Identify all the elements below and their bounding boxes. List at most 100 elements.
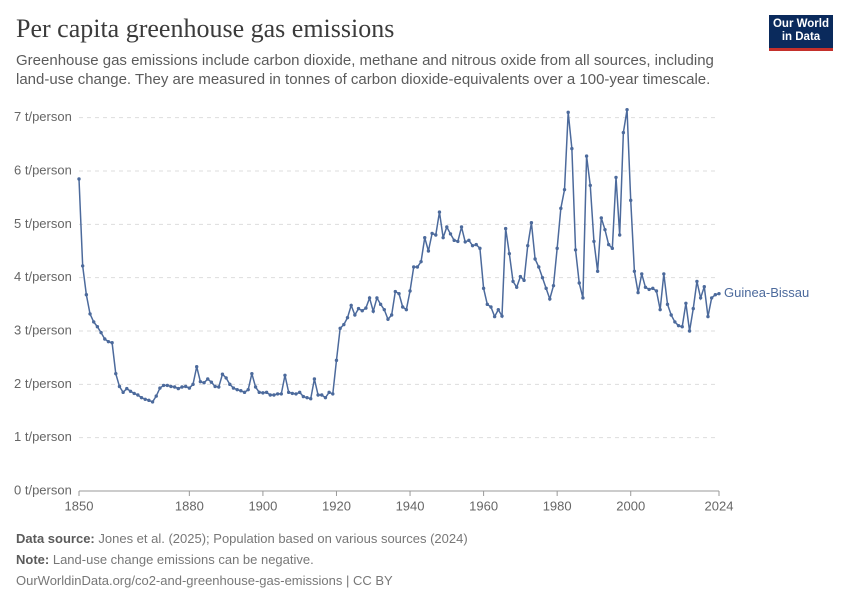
data-point	[389, 313, 394, 317]
data-point	[636, 290, 640, 295]
data-point	[312, 377, 317, 381]
data-point	[301, 394, 306, 399]
data-point	[470, 243, 475, 248]
x-tick-label: 1960	[469, 498, 498, 513]
data-point	[632, 269, 637, 273]
data-point	[511, 279, 515, 284]
y-tick-label: 5 t/person	[14, 216, 72, 231]
data-point	[713, 293, 718, 297]
data-point	[106, 339, 111, 344]
data-point	[419, 259, 423, 264]
data-point	[467, 238, 471, 243]
data-point	[640, 272, 644, 276]
data-point	[176, 386, 181, 391]
data-point	[423, 235, 427, 240]
data-point	[489, 305, 493, 309]
data-point	[533, 257, 537, 261]
data-point	[217, 385, 221, 389]
data-point	[183, 384, 188, 389]
x-tick-label: 2024	[705, 498, 734, 513]
data-point	[80, 264, 85, 268]
data-point	[257, 390, 261, 395]
data-point	[592, 239, 596, 244]
data-point	[515, 285, 519, 289]
data-point	[195, 365, 199, 369]
data-point	[540, 275, 545, 280]
data-point	[309, 397, 313, 401]
data-point	[261, 391, 265, 395]
data-point	[386, 317, 390, 321]
data-point	[503, 226, 508, 231]
data-point	[323, 395, 328, 400]
data-point	[676, 323, 681, 328]
data-point	[95, 325, 100, 329]
data-point	[213, 384, 217, 389]
data-point	[629, 198, 633, 203]
data-point	[393, 289, 398, 294]
data-point	[526, 243, 530, 248]
data-point	[437, 210, 442, 214]
y-tick-label: 4 t/person	[14, 269, 72, 284]
note: Land-use change emissions can be negativ…	[52, 552, 314, 567]
data-point	[327, 390, 331, 395]
data-point	[595, 269, 600, 273]
data-point	[187, 386, 192, 390]
data-point	[559, 206, 563, 211]
data-point	[364, 306, 368, 310]
data-point	[658, 307, 662, 312]
data-point	[165, 383, 169, 388]
data-point	[434, 233, 438, 237]
data-point	[253, 385, 258, 389]
data-point	[551, 283, 556, 288]
data-point	[529, 221, 534, 225]
data-point	[441, 235, 445, 240]
data-point	[331, 392, 335, 396]
data-point	[191, 382, 195, 387]
data-point	[647, 287, 651, 292]
data-point	[367, 296, 372, 300]
data-point	[673, 320, 677, 324]
url[interactable]: OurWorldinData.org/co2-and-greenhouse-ga…	[16, 573, 393, 588]
data-point	[143, 397, 147, 401]
data-point	[92, 320, 96, 324]
data-point	[378, 302, 383, 307]
data-point	[360, 309, 364, 313]
data-point	[573, 248, 578, 252]
data-point	[202, 381, 206, 385]
data-point	[103, 337, 107, 341]
logo[interactable]: Our World in Data	[769, 15, 833, 51]
data-point	[684, 301, 688, 305]
data-point	[610, 246, 615, 251]
data-point	[382, 307, 386, 312]
data-point	[320, 393, 324, 397]
source: Jones et al. (2025); Population based on…	[98, 531, 468, 546]
y-tick-label: 3 t/person	[14, 322, 72, 337]
data-point	[500, 314, 504, 318]
data-point	[412, 265, 416, 269]
chart-title: Per capita greenhouse gas emissions	[16, 14, 395, 43]
data-point	[349, 303, 353, 308]
data-point	[88, 312, 92, 316]
data-point	[136, 393, 140, 397]
data-point	[415, 265, 420, 269]
data-point	[588, 183, 592, 188]
data-point	[599, 216, 603, 220]
data-point	[662, 272, 666, 276]
data-point	[228, 382, 232, 387]
x-tick-label: 1880	[175, 498, 204, 513]
data-point	[562, 187, 567, 192]
data-point	[606, 242, 611, 247]
data-point	[275, 392, 280, 396]
data-point	[316, 393, 320, 397]
note-line: Note: Land-use change emissions can be n…	[16, 549, 468, 570]
data-point	[687, 329, 692, 333]
data-point	[481, 286, 486, 291]
data-point	[161, 383, 166, 388]
chart-subtitle: Greenhouse gas emissions include carbon …	[16, 52, 714, 88]
footer: Data source: Jones et al. (2025); Popula…	[16, 528, 468, 591]
data-point	[680, 325, 684, 329]
data-point	[297, 390, 302, 395]
data-point	[643, 285, 648, 289]
data-point	[356, 306, 361, 311]
